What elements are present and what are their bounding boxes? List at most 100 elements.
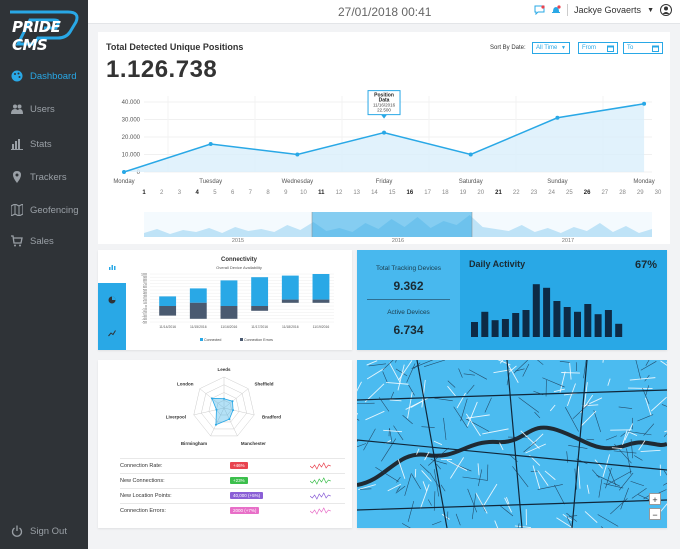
sidebar-item-users[interactable]: Users [0, 97, 88, 121]
radar-point [215, 408, 218, 411]
x-tick-label: 18 [442, 190, 449, 196]
tab-bar-chart[interactable] [98, 250, 126, 283]
road [407, 392, 413, 419]
radar-label: Sheffield [254, 382, 273, 387]
to-date-input[interactable]: To [623, 42, 663, 54]
road [430, 459, 447, 465]
positions-title: Total Detected Unique Positions [106, 42, 244, 52]
road [508, 365, 517, 373]
road [624, 423, 634, 441]
zoom-in-button[interactable]: + [649, 493, 661, 505]
road [614, 443, 632, 464]
chevron-down-icon[interactable]: ▼ [647, 6, 654, 14]
road [581, 404, 599, 407]
road [537, 470, 549, 486]
x-tick-label: 11/14/2016 [159, 325, 176, 329]
sidebar-item-geofencing[interactable]: Geofencing [0, 198, 88, 222]
road [622, 430, 628, 445]
metric-label: New Connections: [120, 477, 165, 484]
road [395, 368, 408, 377]
chat-icon[interactable] [534, 5, 545, 15]
y-tick-label: 30 [143, 295, 147, 299]
road [525, 443, 547, 454]
x-tick-label: 22 [513, 190, 520, 196]
y-tick-label: -40 [142, 317, 147, 321]
road [396, 486, 401, 492]
positions-total: 1.126.738 [106, 56, 218, 83]
users-icon [10, 102, 24, 116]
road [382, 360, 394, 371]
road [407, 500, 415, 522]
bar [281, 299, 299, 303]
data-point [382, 130, 387, 135]
sidebar-item-stats[interactable]: Stats [0, 132, 88, 156]
road [482, 483, 498, 507]
cities-card: Leeds Sheffield Bradford Manchester Birmingh… [98, 360, 352, 528]
sidebar-item-dashboard[interactable]: Dashboard [0, 64, 88, 88]
road [597, 514, 619, 527]
city-map[interactable] [357, 360, 667, 528]
x-tick-label: 11/15/2016 [190, 325, 207, 329]
metric-row: Connection Errors: 2000 (+7%) [120, 503, 345, 517]
road [427, 499, 432, 506]
metric-row: New Location Points: 40,000 (+5%) [120, 488, 345, 502]
road [467, 488, 478, 513]
x-tick-label: 10 [300, 190, 307, 196]
road [419, 484, 430, 509]
road [572, 403, 590, 420]
y-tick-label: 40 [143, 292, 147, 296]
avatar[interactable] [660, 4, 672, 16]
metric-row: Connection Rate: +46% [120, 458, 345, 472]
road [428, 447, 449, 466]
bell-icon[interactable] [551, 5, 561, 15]
road [397, 364, 405, 391]
user-name-dropdown[interactable]: Jackye Govaerts [574, 5, 642, 15]
data-point [208, 142, 213, 146]
road [610, 498, 628, 515]
x-tick-label: 1 [142, 190, 146, 196]
activity-bar [512, 313, 520, 337]
zoom-out-button[interactable]: − [649, 508, 661, 520]
road [395, 360, 397, 363]
y-tick-label: 90 [143, 276, 147, 280]
activity-bar [491, 320, 499, 337]
tab-line-chart[interactable] [98, 316, 126, 349]
y-tick-label: 0 [145, 304, 147, 308]
road [499, 442, 504, 451]
road [566, 516, 573, 528]
road [393, 425, 404, 441]
sidebar-item-label: Trackers [30, 171, 67, 183]
tab-pie-chart[interactable] [98, 283, 126, 316]
road [469, 369, 488, 380]
road [566, 383, 576, 407]
road [463, 373, 475, 376]
from-date-input[interactable]: From [578, 42, 618, 54]
radar-label: Bradford [262, 415, 281, 420]
metric-label: Connection Errors: [120, 507, 166, 514]
map-card[interactable]: + − [357, 360, 667, 528]
timeline-year-label: 2017 [562, 238, 574, 244]
period-select[interactable]: All Time ▼ [532, 42, 570, 54]
x-tick-label: 9 [284, 190, 288, 196]
y-tick-label: 100 [141, 272, 147, 276]
x-tick-label: 11 [318, 190, 325, 196]
metric-badge: 2000 (+7%) [230, 507, 260, 514]
road [383, 429, 403, 433]
x-tick-label: 11/16/2016 [221, 325, 238, 329]
sidebar-item-sales[interactable]: Sales [0, 229, 88, 253]
road [462, 476, 488, 481]
tooltip-title: Position [374, 93, 394, 99]
sign-out-button[interactable]: Sign Out [0, 519, 88, 543]
x-tick-label: 30 [655, 190, 662, 196]
sidebar-item-trackers[interactable]: Trackers [0, 165, 88, 189]
road [520, 430, 540, 449]
y-tick-label: -50 [142, 320, 147, 324]
road [388, 362, 401, 384]
road [429, 472, 441, 489]
road [559, 371, 566, 393]
road [559, 360, 570, 363]
x-tick-label: 24 [548, 190, 555, 196]
road [607, 470, 632, 485]
road [634, 455, 643, 461]
bar [189, 288, 207, 303]
